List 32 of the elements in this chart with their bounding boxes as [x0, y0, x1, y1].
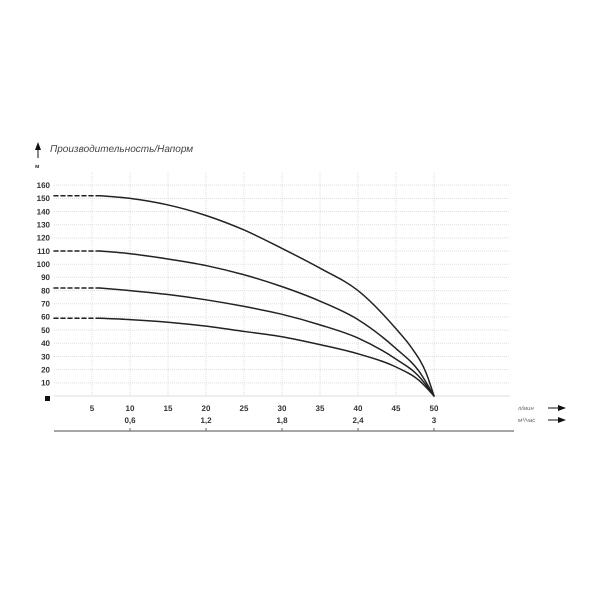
x-tick-label: 10 — [126, 404, 135, 413]
x-tick-label: 25 — [240, 404, 249, 413]
x2-tick-label: 1,2 — [200, 416, 212, 425]
x2-tick-label: 1,8 — [276, 416, 288, 425]
y-tick-label: 100 — [36, 260, 51, 270]
y-tick-label: 110 — [37, 246, 51, 256]
chart-title: Производительность/Напорм — [50, 144, 194, 155]
y-tick-label: 140 — [36, 207, 51, 216]
x-tick-label: 50 — [430, 404, 439, 413]
y-tick-label: 90 — [41, 273, 51, 282]
x-tick-label: 30 — [278, 404, 287, 413]
x-tick-label: 15 — [164, 404, 173, 413]
x-tick-label: 40 — [354, 404, 363, 413]
y-tick-label: 50 — [41, 326, 51, 335]
x2-tick-label: 0,6 — [124, 416, 136, 425]
y-tick-label: 40 — [41, 339, 51, 348]
y-tick-label: 80 — [41, 286, 51, 296]
y-tick-label: 70 — [41, 300, 51, 309]
y-tick-label: 160 — [36, 180, 51, 190]
x2-tick-label: 3 — [432, 416, 437, 425]
x2-tick-label: 2,4 — [352, 416, 364, 425]
x-tick-label: 5 — [90, 404, 95, 413]
x-tick-label: 45 — [392, 404, 401, 413]
y-tick-label: 60 — [41, 312, 51, 322]
x-tick-label: 35 — [316, 404, 325, 413]
x-tick-label: 20 — [202, 404, 211, 413]
y-tick-label: 30 — [41, 352, 51, 362]
y-tick-label: 130 — [36, 220, 51, 230]
y-tick-label: 10 — [41, 378, 51, 388]
y-tick-label: 150 — [36, 194, 51, 204]
y-tick-label: 120 — [36, 234, 51, 243]
y-tick-label: 20 — [41, 365, 51, 374]
